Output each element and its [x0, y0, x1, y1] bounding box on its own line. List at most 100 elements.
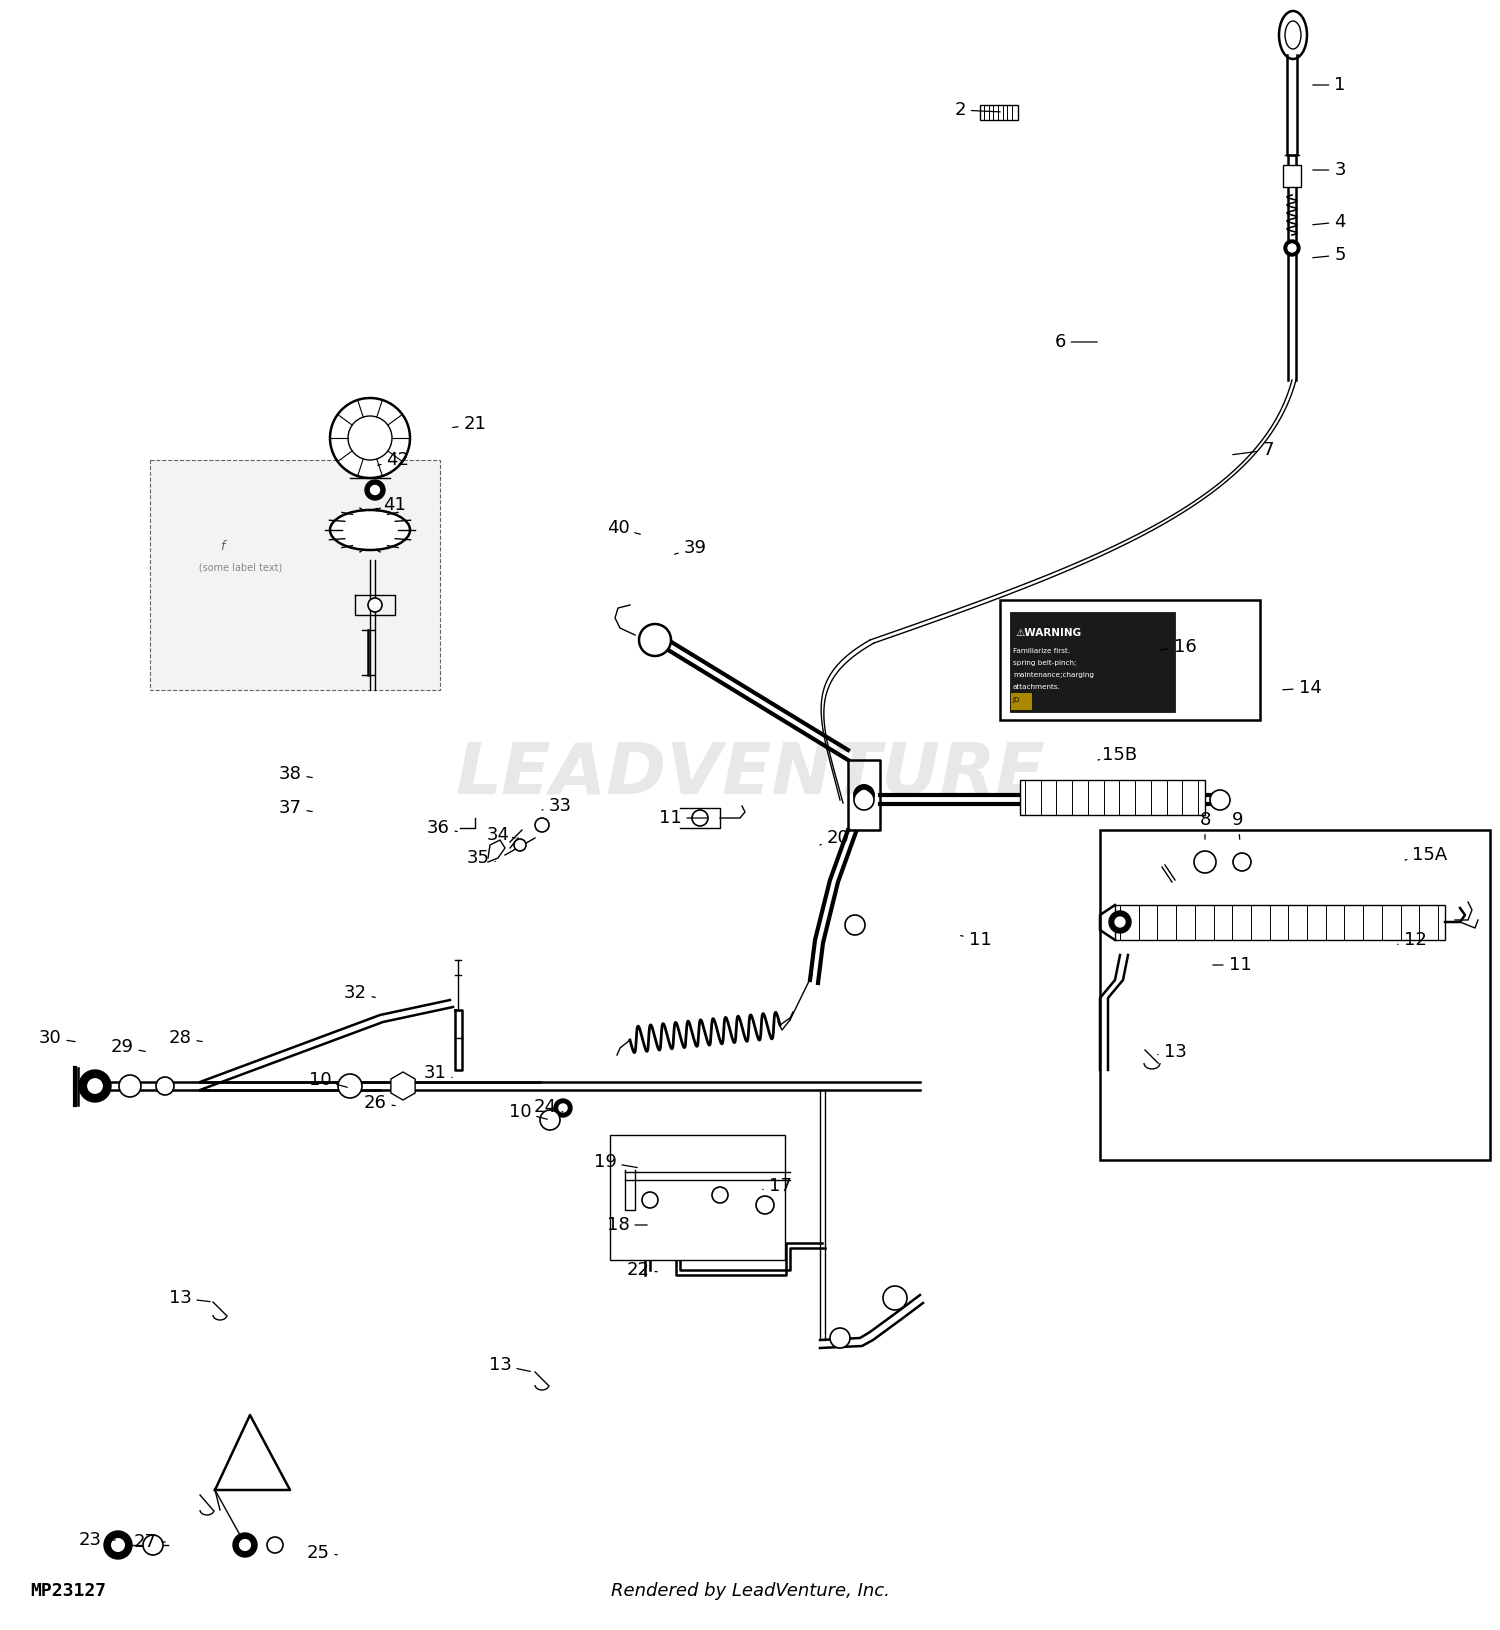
- Ellipse shape: [1280, 11, 1306, 59]
- Circle shape: [80, 1069, 111, 1102]
- Text: 2: 2: [954, 101, 1000, 119]
- Bar: [1020, 781, 1204, 815]
- Circle shape: [540, 1110, 560, 1130]
- Text: 11: 11: [960, 931, 992, 949]
- Text: 26: 26: [363, 1094, 394, 1112]
- Bar: [1114, 905, 1444, 941]
- Text: 31: 31: [423, 1064, 453, 1082]
- Text: 5: 5: [1312, 246, 1346, 264]
- Text: 42: 42: [378, 452, 410, 469]
- Text: 19: 19: [594, 1152, 638, 1170]
- Text: 35: 35: [466, 849, 495, 867]
- Circle shape: [642, 1192, 658, 1208]
- Text: spring belt-pinch;: spring belt-pinch;: [1013, 660, 1077, 667]
- Circle shape: [1233, 852, 1251, 870]
- Bar: [1100, 830, 1490, 1161]
- Circle shape: [240, 1540, 250, 1550]
- Ellipse shape: [330, 510, 410, 549]
- Text: 6: 6: [1054, 333, 1096, 350]
- Text: 15B: 15B: [1098, 747, 1137, 764]
- Circle shape: [1210, 791, 1230, 810]
- Circle shape: [104, 1531, 132, 1558]
- Text: 16: 16: [1161, 637, 1197, 655]
- Circle shape: [368, 598, 382, 611]
- Text: 33: 33: [542, 797, 572, 815]
- Text: 11: 11: [658, 808, 706, 826]
- Bar: [1010, 611, 1174, 712]
- Text: 13: 13: [1158, 1043, 1186, 1061]
- Circle shape: [364, 479, 386, 500]
- Circle shape: [692, 810, 708, 826]
- Circle shape: [232, 1532, 256, 1557]
- Text: 15A: 15A: [1406, 846, 1447, 864]
- Bar: [1010, 693, 1032, 711]
- Bar: [1282, 165, 1300, 187]
- Text: maintenance;charging: maintenance;charging: [1013, 672, 1094, 678]
- Text: 10: 10: [509, 1104, 548, 1121]
- Ellipse shape: [1286, 21, 1300, 49]
- Text: Rendered by LeadVenture, Inc.: Rendered by LeadVenture, Inc.: [610, 1583, 890, 1601]
- Text: 13: 13: [168, 1289, 210, 1307]
- Circle shape: [156, 1077, 174, 1095]
- Bar: [980, 104, 1018, 121]
- Text: 21: 21: [453, 416, 486, 434]
- Text: 28: 28: [168, 1029, 202, 1046]
- Circle shape: [536, 818, 549, 831]
- Text: LEADVENTURE: LEADVENTURE: [454, 740, 1046, 808]
- Circle shape: [554, 1099, 572, 1117]
- Circle shape: [884, 1286, 908, 1311]
- Text: 38: 38: [279, 764, 312, 782]
- Text: 8: 8: [1200, 812, 1210, 839]
- Circle shape: [118, 1076, 141, 1097]
- Text: 25: 25: [306, 1544, 338, 1562]
- Circle shape: [853, 786, 874, 805]
- Text: 12: 12: [1398, 931, 1426, 949]
- Text: 27: 27: [134, 1532, 165, 1552]
- Bar: [1000, 600, 1260, 720]
- Text: 10: 10: [309, 1071, 348, 1089]
- Text: 7: 7: [1233, 442, 1274, 460]
- Text: 11: 11: [1214, 957, 1251, 975]
- Text: 29: 29: [111, 1038, 146, 1056]
- Text: 36: 36: [426, 818, 458, 836]
- Circle shape: [1288, 244, 1296, 253]
- Text: 13: 13: [489, 1356, 531, 1374]
- Circle shape: [330, 398, 410, 478]
- Circle shape: [830, 1328, 850, 1348]
- Text: ⚠WARNING: ⚠WARNING: [1016, 628, 1082, 637]
- Circle shape: [859, 791, 868, 799]
- Text: (some label text): (some label text): [180, 562, 282, 572]
- Circle shape: [639, 624, 670, 655]
- Bar: [610, 1134, 785, 1260]
- Text: 20: 20: [821, 830, 849, 848]
- Text: 41: 41: [372, 496, 406, 513]
- Circle shape: [338, 1074, 362, 1099]
- Text: 40: 40: [606, 518, 640, 536]
- Text: 9: 9: [1233, 812, 1244, 839]
- Circle shape: [560, 1104, 567, 1112]
- Circle shape: [348, 416, 392, 460]
- Text: 23: 23: [78, 1531, 116, 1548]
- Circle shape: [88, 1079, 102, 1094]
- Text: 1: 1: [1312, 77, 1346, 95]
- Text: 24: 24: [534, 1099, 562, 1117]
- Circle shape: [267, 1537, 284, 1553]
- Text: JD: JD: [1013, 698, 1020, 703]
- Circle shape: [1284, 240, 1300, 256]
- Circle shape: [514, 839, 526, 851]
- Text: 30: 30: [39, 1029, 75, 1046]
- Text: 37: 37: [279, 799, 312, 817]
- Text: 39: 39: [675, 540, 706, 557]
- Text: 32: 32: [344, 985, 375, 1002]
- Circle shape: [142, 1535, 164, 1555]
- Text: 3: 3: [1312, 161, 1346, 179]
- Circle shape: [1114, 918, 1125, 927]
- Text: 17: 17: [762, 1177, 792, 1195]
- Text: Familiarize first.: Familiarize first.: [1013, 649, 1070, 654]
- Circle shape: [853, 791, 874, 810]
- Text: f: f: [220, 540, 225, 553]
- Text: 4: 4: [1312, 214, 1346, 231]
- Text: 34: 34: [486, 826, 514, 844]
- Circle shape: [853, 786, 874, 805]
- Circle shape: [844, 914, 865, 936]
